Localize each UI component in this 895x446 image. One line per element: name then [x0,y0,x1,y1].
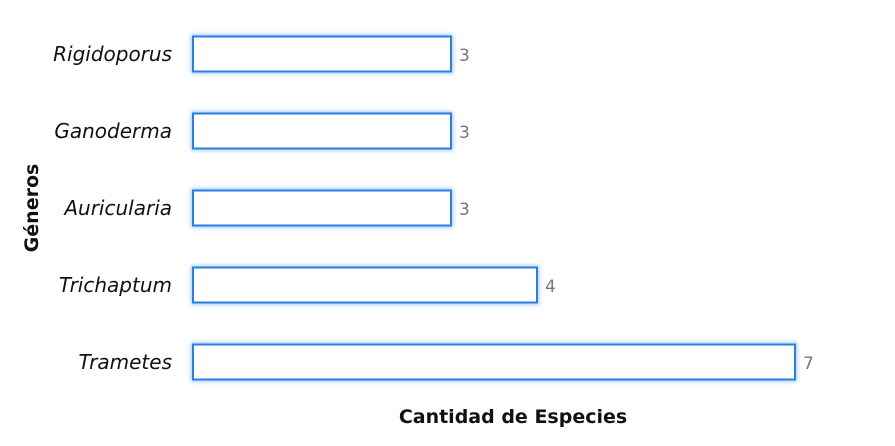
category-label: Rigidoporus [53,42,172,66]
bar-ganoderma [192,112,452,150]
bar-auricularia [192,189,452,227]
category-label: Trichaptum [59,273,172,297]
value-label: 3 [459,46,470,66]
bar-rigidoporus [192,35,452,73]
value-label: 3 [459,200,470,220]
x-axis-label: Cantidad de Especies [399,406,627,428]
value-label: 3 [459,123,470,143]
category-label: Auricularia [62,196,172,220]
bar-trichaptum [192,266,538,304]
category-label: Trametes [79,350,173,374]
bar-trametes [192,343,796,381]
value-label: 4 [545,277,556,297]
value-label: 7 [803,354,814,374]
y-axis-label: Géneros [21,164,43,253]
category-label: Ganoderma [54,119,172,143]
